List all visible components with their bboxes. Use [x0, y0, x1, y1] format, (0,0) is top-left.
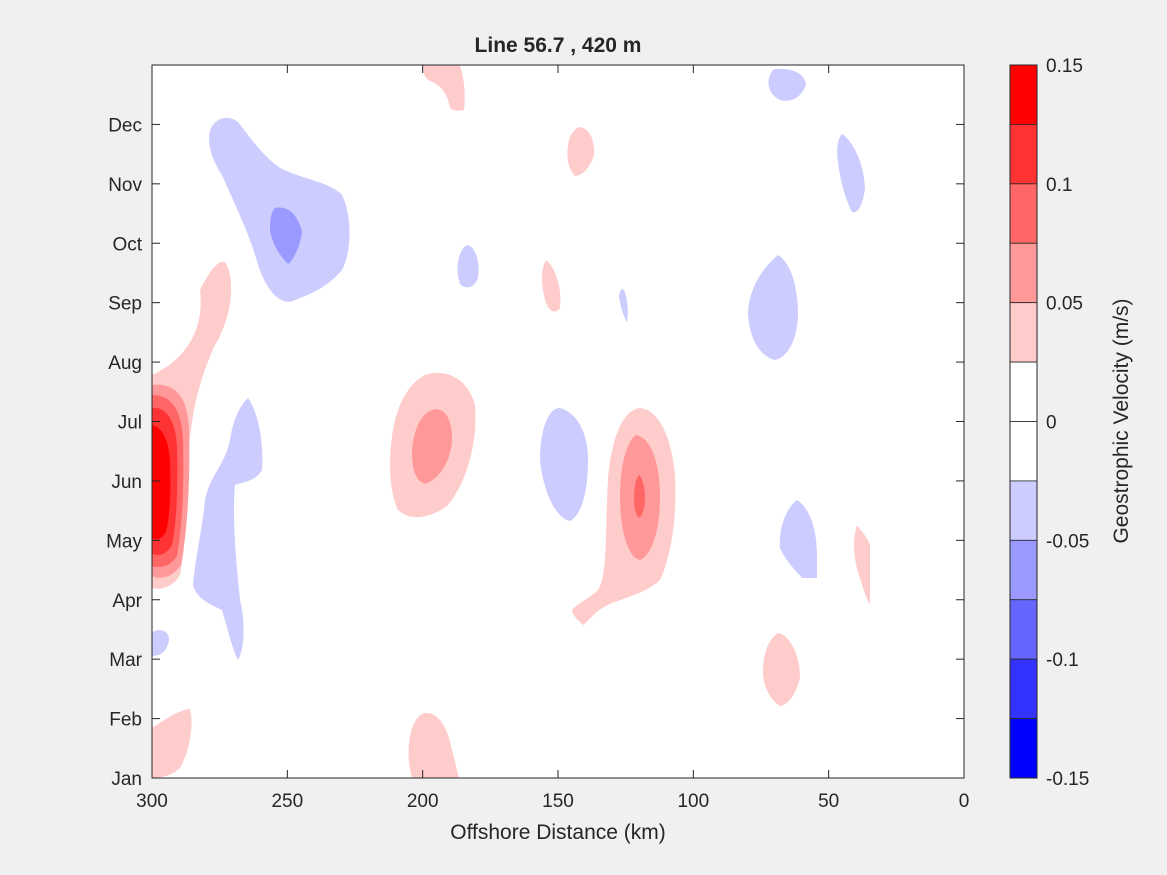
contour-neg-148km: [540, 408, 588, 521]
contour-pos-coast-lvl5: [152, 425, 171, 540]
colorbar-tick-label: 0.15: [1046, 56, 1083, 77]
contour-pos-bottom-left: [152, 709, 192, 778]
colorbar-block: [1009, 718, 1038, 779]
contour-neg-270km-lvl1: [193, 398, 263, 660]
x-tick-label: 0: [959, 791, 970, 812]
y-tick-label: Mar: [109, 650, 142, 671]
contour-regions: [152, 65, 870, 778]
contour-neg-62km-dec: [768, 68, 806, 101]
colorbar-tick-label: -0.15: [1046, 769, 1089, 790]
y-tick-label: May: [106, 531, 142, 552]
contour-pos-68km-mar: [762, 633, 800, 706]
colorbar-block: [1009, 124, 1038, 185]
contour-neg-125km-sep: [619, 289, 628, 322]
y-tick-label: Oct: [112, 234, 142, 255]
contour-pos-197km-lvl2: [412, 409, 453, 484]
x-tick-label: 100: [677, 791, 709, 812]
y-tick-label: Jan: [111, 769, 142, 790]
contour-pos-152km-sep: [541, 260, 561, 312]
colorbar-border: [1009, 64, 1038, 779]
colorbar-block: [1009, 421, 1038, 482]
chart-title: Line 56.7 , 420 m: [475, 34, 642, 57]
x-tick-label: 300: [136, 791, 168, 812]
colorbar-tick-label: 0.05: [1046, 294, 1083, 315]
contour-pos-bottom-center: [408, 712, 459, 778]
colorbar-block: [1009, 302, 1038, 363]
y-tick-label: Aug: [108, 353, 142, 374]
contour-pos-37km-may: [854, 525, 870, 605]
y-axis-ticks: Jan Feb Mar Apr May Jun Jul Aug Sep Oct Nov Dec: [106, 115, 964, 790]
y-tick-label: Feb: [109, 710, 142, 731]
x-axis-label: Offshore Distance (km): [450, 821, 666, 844]
contour-neg-300km-mar: [152, 630, 169, 656]
y-tick-label: Jun: [111, 472, 142, 493]
y-tick-label: Nov: [108, 175, 142, 196]
y-tick-label: Sep: [108, 294, 142, 315]
colorbar-block: [1009, 183, 1038, 244]
contour-neg-250km-lvl2: [270, 207, 302, 264]
y-tick-label: Dec: [108, 115, 142, 136]
contour-pos-120km-lvl3: [634, 475, 645, 518]
contour-neg-185km-sep: [457, 245, 479, 288]
contour-pos-140km-dec: [567, 127, 595, 176]
contour-neg-42km-nov: [837, 134, 865, 213]
plot-area: 300 250 200 150 100 50 0 Jan Feb Mar Apr May Jun Jul…: [106, 64, 969, 812]
contour-pos-top-center: [423, 65, 465, 111]
x-axis-ticks: 300 250 200 150 100 50 0: [136, 65, 969, 812]
colorbar-ticks: 0.15 0.1 0.05 0 -0.05 -0.1 -0.15: [1046, 56, 1089, 790]
contour-neg-68km-aug: [748, 255, 798, 360]
colorbar-tick-label: 0.1: [1046, 175, 1072, 196]
y-tick-label: Apr: [112, 591, 142, 612]
colorbar-block: [1009, 658, 1038, 719]
x-tick-label: 250: [271, 791, 303, 812]
colorbar-label: Geostrophic Velocity (m/s): [1110, 298, 1133, 543]
x-tick-label: 150: [542, 791, 574, 812]
colorbar-block: [1009, 242, 1038, 304]
colorbar-block: [1009, 599, 1038, 660]
colorbar-tick-label: -0.1: [1046, 650, 1079, 671]
x-tick-label: 200: [407, 791, 439, 812]
y-tick-label: Jul: [118, 413, 142, 434]
colorbar-tick-label: 0: [1046, 413, 1057, 434]
colorbar-block: [1009, 480, 1038, 541]
x-tick-label: 50: [818, 791, 839, 812]
colorbar-block: [1009, 361, 1038, 422]
colorbar-tick-label: -0.05: [1046, 531, 1089, 552]
colorbar-block: [1009, 539, 1038, 601]
colorbar: 0.15 0.1 0.05 0 -0.05 -0.1 -0.15 Geostrophic V…: [1009, 56, 1133, 790]
colorbar-blocks: [1009, 64, 1038, 779]
colorbar-block: [1009, 64, 1038, 125]
contour-neg-58km-may: [779, 500, 817, 578]
